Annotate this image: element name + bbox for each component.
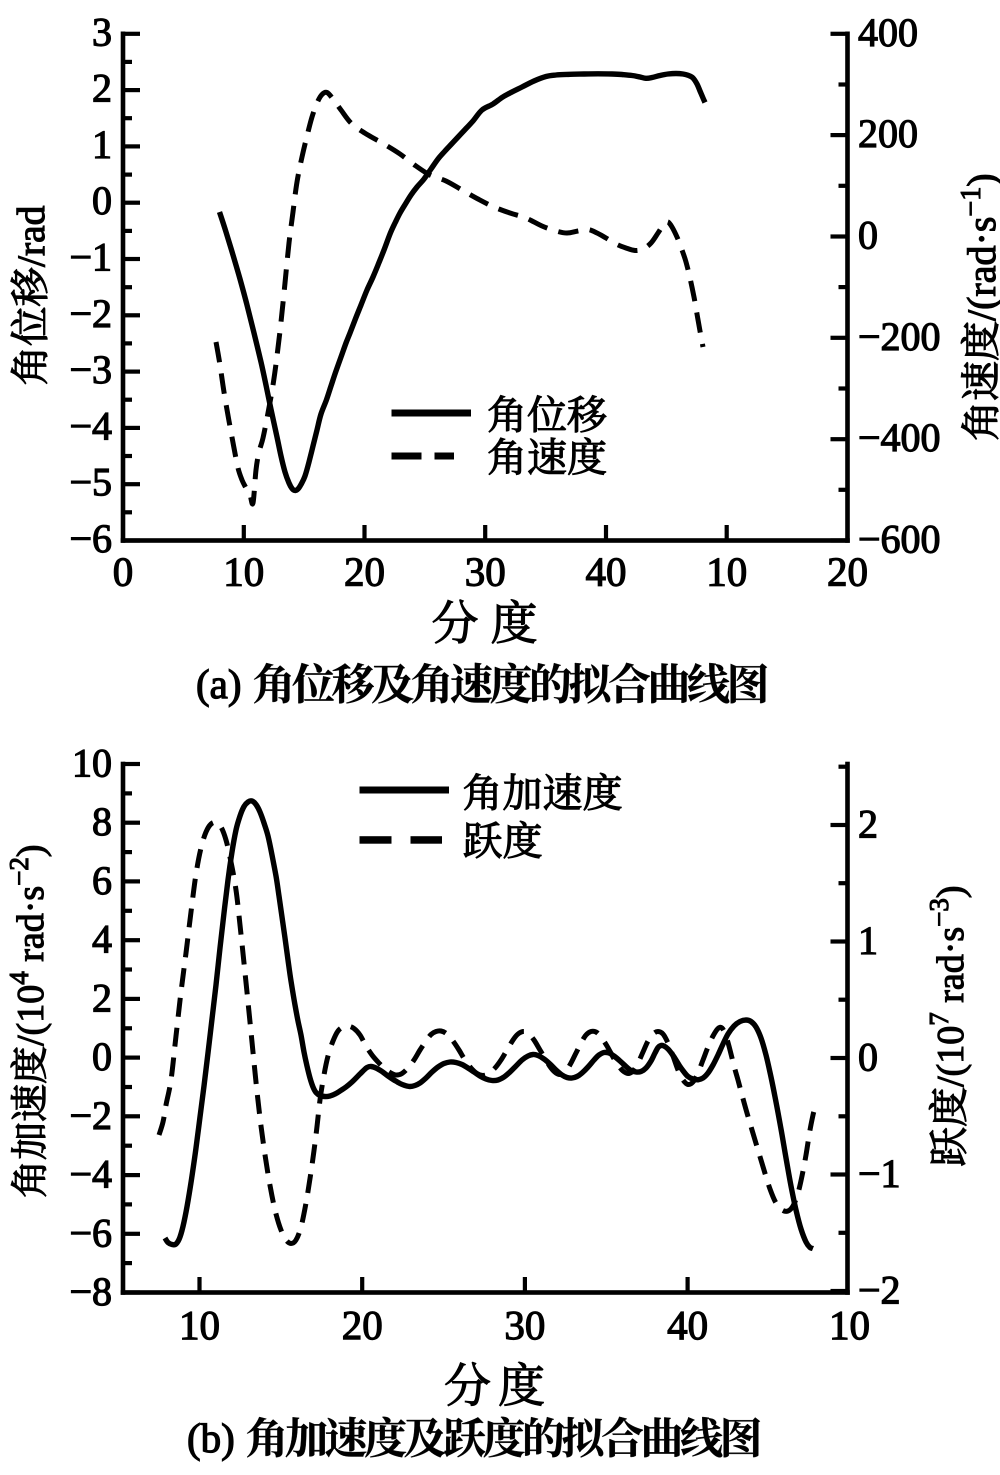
svg-text:1: 1 [92,122,112,167]
svg-text:8: 8 [92,799,112,844]
svg-text:(b): (b) [187,1415,235,1461]
svg-text:2: 2 [858,802,878,847]
svg-text:30: 30 [504,1302,545,1348]
svg-text:1: 1 [858,918,878,963]
svg-text:−2: −2 [858,1268,901,1313]
svg-text:/(rad·s−1): /(rad·s−1) [956,173,1000,321]
svg-text:−400: −400 [858,415,941,460]
svg-text:−3: −3 [69,347,112,392]
svg-text:4: 4 [92,917,112,962]
svg-text:10: 10 [706,549,747,595]
svg-text:0: 0 [113,549,134,595]
svg-text:−1: −1 [69,235,112,280]
svg-text:(a): (a) [196,661,242,707]
svg-text:10: 10 [179,1302,220,1348]
svg-text:−6: −6 [69,1210,112,1255]
svg-text:0: 0 [858,213,878,258]
svg-text:−200: −200 [858,314,941,359]
svg-text:10: 10 [223,549,264,595]
svg-text:2: 2 [92,975,112,1020]
svg-text:400: 400 [858,10,918,55]
svg-text:−1: −1 [858,1151,901,1196]
svg-text:0: 0 [858,1035,878,1080]
svg-text:0: 0 [92,1034,112,1079]
svg-text:−4: −4 [69,403,112,448]
svg-text:−2: −2 [69,291,112,336]
svg-text:−2: −2 [69,1093,112,1138]
svg-text:2: 2 [92,66,112,111]
svg-text:−600: −600 [858,517,941,562]
svg-text:6: 6 [92,858,112,903]
svg-text:−8: −8 [69,1269,112,1314]
svg-text:−5: −5 [69,460,112,505]
svg-text:200: 200 [858,111,918,156]
svg-text:20: 20 [342,1302,383,1348]
svg-text:/rad: /rad [9,205,53,267]
svg-text:40: 40 [667,1302,708,1348]
svg-text:3: 3 [92,9,112,54]
svg-text:40: 40 [586,549,627,595]
svg-text:20: 20 [344,549,385,595]
svg-text:30: 30 [465,549,506,595]
svg-text:−6: −6 [69,516,112,561]
svg-text:10: 10 [829,1302,870,1348]
svg-text:0: 0 [92,178,112,223]
svg-text:20: 20 [827,549,868,595]
svg-text:10: 10 [72,741,112,786]
svg-text:−4: −4 [69,1152,112,1197]
